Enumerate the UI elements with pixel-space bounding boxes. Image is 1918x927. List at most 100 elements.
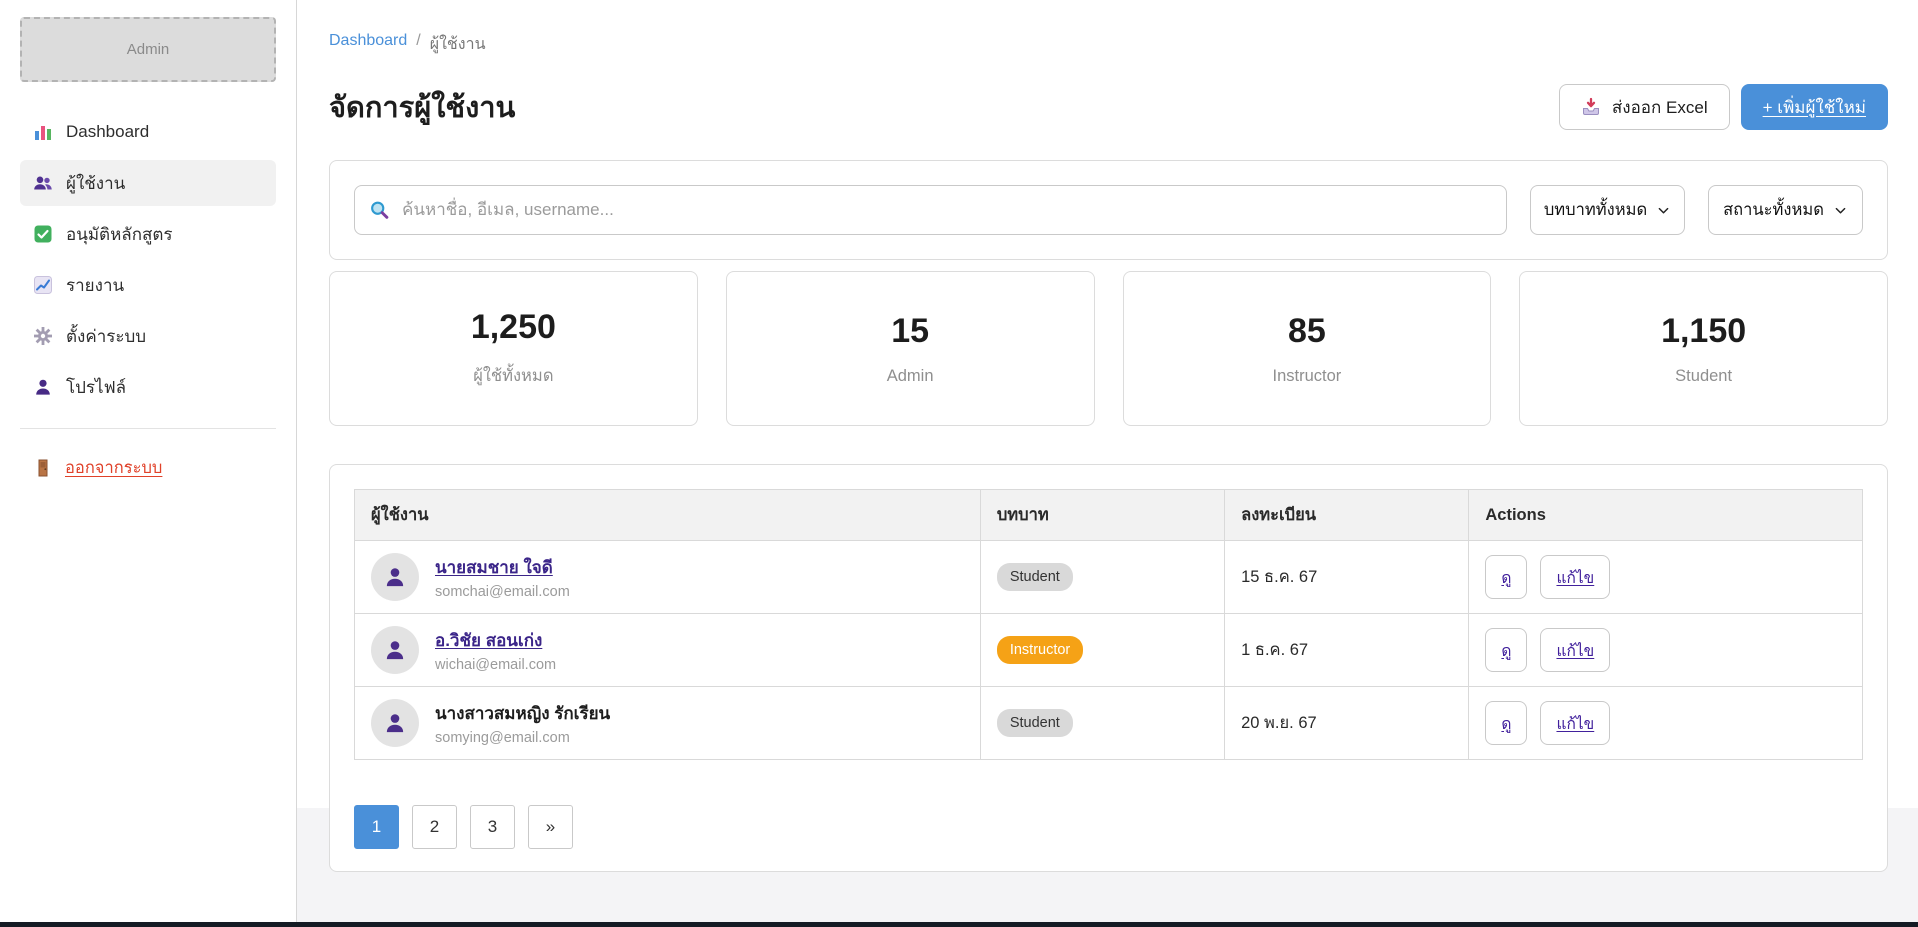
stat-value: 15 [891, 311, 930, 350]
user-cell: นางสาวสมหญิง รักเรียน somying@email.com [371, 699, 964, 747]
stat-card: 1,150 Student [1519, 271, 1888, 426]
sidebar-item-approve-courses[interactable]: อนุมัติหลักสูตร [20, 211, 276, 257]
filter-toolbar: บทบาททั้งหมด สถานะทั้งหมด [329, 160, 1888, 260]
role-filter-value: บทบาททั้งหมด [1543, 201, 1648, 219]
registered-date: 15 ธ.ค. 67 [1224, 540, 1470, 614]
stat-value: 85 [1287, 311, 1326, 350]
sidebar-item-label: รายงาน [66, 275, 125, 295]
stat-label: Student [1675, 366, 1733, 385]
stat-value: 1,250 [470, 308, 556, 346]
edit-button[interactable]: แก้ไข [1540, 701, 1611, 745]
user-name-link[interactable]: อ.วิชัย สอนเก่ง [435, 631, 543, 650]
sidebar-item-label: ตั้งค่าระบบ [66, 326, 147, 346]
role-badge: Student [996, 709, 1073, 737]
role-badge: Instructor [996, 636, 1084, 664]
person-icon [386, 641, 404, 660]
registered-date: 20 พ.ย. 67 [1224, 686, 1470, 760]
breadcrumb-current: ผู้ใช้งาน [429, 36, 486, 53]
sidebar-divider [20, 428, 276, 429]
stat-value: 1,150 [1661, 311, 1747, 350]
table-row: นางสาวสมหญิง รักเรียน somying@email.com … [354, 686, 1863, 760]
sidebar: Admin Dashboard ผู้ใช้งาน [0, 0, 297, 922]
user-email: wichai@email.com [435, 657, 557, 673]
status-filter-select[interactable]: สถานะทั้งหมด [1708, 185, 1863, 235]
user-name-link[interactable]: นางสาวสมหญิง รักเรียน [435, 704, 611, 723]
avatar [371, 553, 419, 601]
column-header-user: ผู้ใช้งาน [354, 489, 981, 541]
view-button[interactable]: ดู [1485, 701, 1528, 745]
sidebar-item-dashboard[interactable]: Dashboard [20, 109, 276, 155]
user-info: อ.วิชัย สอนเก่ง wichai@email.com [435, 627, 556, 673]
stat-label: ผู้ใช้ทั้งหมด [473, 367, 554, 385]
export-tray-icon [1582, 97, 1599, 115]
avatar [371, 699, 419, 747]
table-row: นายสมชาย ใจดี somchai@email.com Student … [354, 540, 1863, 614]
user-email: somying@email.com [435, 730, 570, 746]
chevron-down-icon [1835, 207, 1846, 213]
profile-icon [36, 379, 50, 395]
sidebar-item-reports[interactable]: รายงาน [20, 262, 276, 308]
chevron-down-icon [1658, 207, 1669, 213]
sidebar-item-profile[interactable]: โปรไฟล์ [20, 364, 276, 410]
registered-date: 1 ธ.ค. 67 [1224, 613, 1470, 687]
header-actions: ส่งออก Excel + เพิ่มผู้ใช้ใหม่ [1558, 84, 1888, 130]
main-area: Dashboard / ผู้ใช้งาน จัดการผู้ใช้งาน ส่… [297, 0, 1918, 922]
avatar [371, 626, 419, 674]
sidebar-item-label: อนุมัติหลักสูตร [66, 224, 173, 244]
sidebar-item-label: โปรไฟล์ [66, 377, 127, 397]
page-button[interactable]: » [528, 805, 573, 849]
table-row: อ.วิชัย สอนเก่ง wichai@email.com Instruc… [354, 613, 1863, 687]
sidebar-item-settings[interactable]: ตั้งค่าระบบ [20, 313, 276, 359]
user-name-link[interactable]: นายสมชาย ใจดี [435, 558, 553, 577]
stats-row: 1,250 ผู้ใช้ทั้งหมด 15 Admin 85 Instruct… [329, 271, 1888, 426]
user-cell: นายสมชาย ใจดี somchai@email.com [371, 553, 964, 601]
logout-link[interactable]: ออกจากระบบ [20, 455, 175, 481]
users-table: ผู้ใช้งาน บทบาท ลงทะเบียน Actions [354, 489, 1863, 760]
user-email: somchai@email.com [435, 584, 570, 600]
add-user-button[interactable]: + เพิ่มผู้ใช้ใหม่ [1740, 84, 1888, 130]
stat-label: Instructor [1272, 366, 1342, 385]
gear-icon [34, 327, 52, 345]
page-header: จัดการผู้ใช้งาน ส่งออก Excel + เพิ่มผู้ใ… [329, 84, 1888, 130]
table-header-row: ผู้ใช้งาน บทบาท ลงทะเบียน Actions [354, 489, 1863, 541]
view-button[interactable]: ดู [1485, 555, 1528, 599]
sidebar-item-users[interactable]: ผู้ใช้งาน [20, 160, 276, 206]
window-bottom-edge [0, 922, 1918, 927]
pagination: 1 2 3 » [354, 805, 1863, 849]
status-filter-value: สถานะทั้งหมด [1723, 201, 1824, 219]
search-input[interactable] [354, 185, 1507, 235]
role-filter-select[interactable]: บทบาททั้งหมด [1530, 185, 1685, 235]
logout-label: ออกจากระบบ [65, 459, 163, 477]
stat-label: Admin [886, 366, 934, 385]
users-icon [34, 176, 52, 190]
role-badge: Student [996, 563, 1073, 591]
sidebar-nav: Dashboard ผู้ใช้งาน อนุมัติหลักสูตร [20, 109, 276, 410]
stat-card: 1,250 ผู้ใช้ทั้งหมด [329, 271, 698, 426]
view-button[interactable]: ดู [1485, 628, 1528, 672]
sidebar-item-label: Dashboard [66, 122, 150, 141]
actions-cell: ดู แก้ไข [1485, 555, 1846, 599]
edit-button[interactable]: แก้ไข [1540, 555, 1611, 599]
person-icon [386, 714, 404, 733]
sidebar-item-label: ผู้ใช้งาน [66, 173, 126, 193]
breadcrumb: Dashboard / ผู้ใช้งาน [329, 32, 1888, 57]
export-excel-button[interactable]: ส่งออก Excel [1558, 84, 1730, 130]
search-box [354, 185, 1507, 235]
user-info: นางสาวสมหญิง รักเรียน somying@email.com [435, 700, 610, 746]
actions-cell: ดู แก้ไข [1485, 628, 1846, 672]
line-chart-icon [34, 276, 52, 294]
door-icon [38, 459, 48, 477]
search-icon [371, 201, 389, 219]
actions-cell: ดู แก้ไข [1485, 701, 1846, 745]
admin-brand-box: Admin [20, 17, 276, 82]
stat-card: 85 Instructor [1122, 271, 1492, 426]
page-button[interactable]: 3 [470, 805, 515, 849]
main-content: Dashboard / ผู้ใช้งาน จัดการผู้ใช้งาน ส่… [297, 0, 1918, 872]
stat-card: 15 Admin [725, 271, 1095, 426]
page-button[interactable]: 2 [412, 805, 457, 849]
page-button[interactable]: 1 [354, 805, 399, 849]
column-header-role: บทบาท [979, 489, 1226, 541]
breadcrumb-dashboard-link[interactable]: Dashboard [329, 32, 408, 49]
edit-button[interactable]: แก้ไข [1540, 628, 1611, 672]
